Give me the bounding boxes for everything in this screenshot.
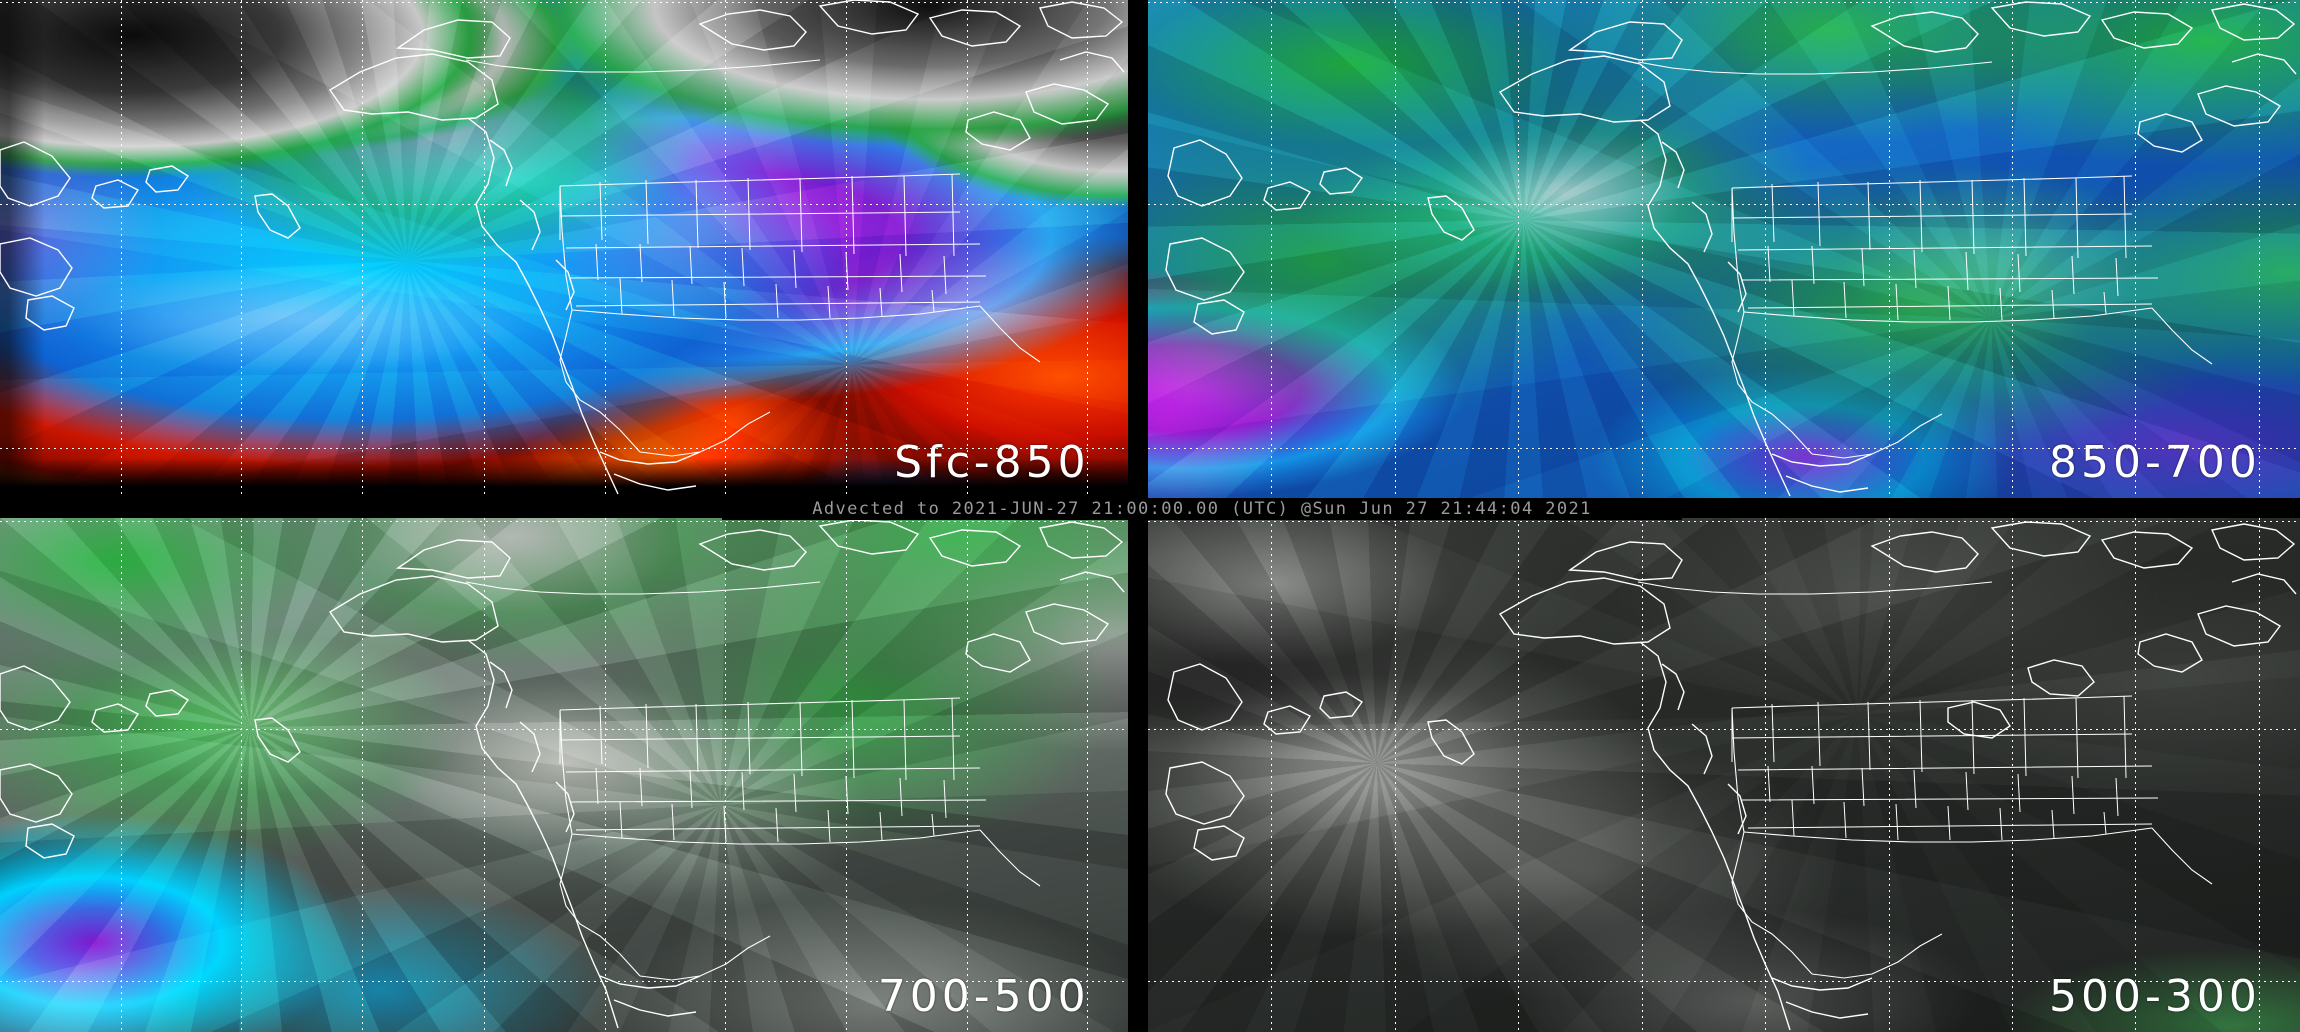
field-texture-layer: [1148, 518, 2300, 1032]
panel-700-500[interactable]: 700-500: [0, 518, 1128, 1032]
field-edge-left: [0, 0, 46, 498]
panel-label-500-300: 500-300: [2049, 970, 2261, 1022]
field-canvas-850-700: [1148, 0, 2300, 498]
field-texture-layer: [0, 518, 1128, 1032]
panel-label-sfc-850: Sfc-850: [894, 437, 1090, 489]
field-canvas-700-500: [0, 518, 1128, 1032]
panel-label-700-500: 700-500: [877, 970, 1090, 1022]
field-texture-layer: [0, 0, 1128, 498]
field-canvas-500-300: [1148, 518, 2300, 1032]
field-canvas-sfc-850: [0, 0, 1128, 498]
caption-timestamp: Advected to 2021-JUN-27 21:00:00.00 (UTC…: [722, 498, 1682, 520]
panel-500-300[interactable]: 500-300: [1148, 518, 2300, 1032]
panel-850-700[interactable]: 850-700: [1148, 0, 2300, 498]
panel-sfc-850[interactable]: Sfc-850: [0, 0, 1128, 498]
panel-label-850-700: 850-700: [2049, 437, 2261, 489]
field-texture-layer: [1148, 0, 2300, 498]
